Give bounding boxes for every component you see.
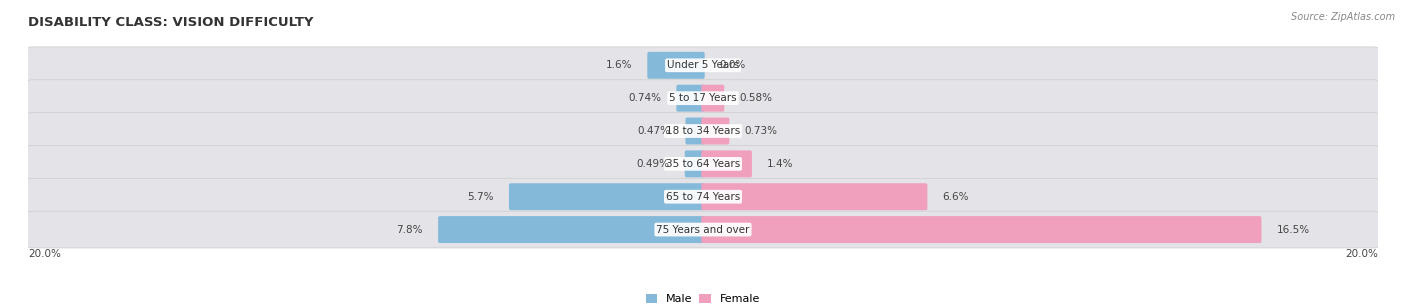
Text: Source: ZipAtlas.com: Source: ZipAtlas.com xyxy=(1291,12,1395,22)
Text: 0.49%: 0.49% xyxy=(637,159,669,169)
FancyBboxPatch shape xyxy=(702,183,928,210)
Text: 5.7%: 5.7% xyxy=(467,192,494,202)
Legend: Male, Female: Male, Female xyxy=(641,290,765,304)
Text: 75 Years and over: 75 Years and over xyxy=(657,225,749,235)
Text: 0.58%: 0.58% xyxy=(740,93,772,103)
FancyBboxPatch shape xyxy=(702,216,1261,243)
Text: 16.5%: 16.5% xyxy=(1277,225,1310,235)
FancyBboxPatch shape xyxy=(676,85,704,112)
Text: 5 to 17 Years: 5 to 17 Years xyxy=(669,93,737,103)
FancyBboxPatch shape xyxy=(702,118,730,144)
FancyBboxPatch shape xyxy=(27,112,1379,149)
Text: Under 5 Years: Under 5 Years xyxy=(666,60,740,70)
Text: 7.8%: 7.8% xyxy=(396,225,423,235)
FancyBboxPatch shape xyxy=(686,118,704,144)
Text: 0.73%: 0.73% xyxy=(745,126,778,136)
Text: 6.6%: 6.6% xyxy=(942,192,969,202)
Text: 35 to 64 Years: 35 to 64 Years xyxy=(666,159,740,169)
Text: 1.4%: 1.4% xyxy=(768,159,793,169)
Text: 0.0%: 0.0% xyxy=(720,60,747,70)
Text: 20.0%: 20.0% xyxy=(28,249,60,259)
Text: 65 to 74 Years: 65 to 74 Years xyxy=(666,192,740,202)
FancyBboxPatch shape xyxy=(647,52,704,79)
FancyBboxPatch shape xyxy=(27,80,1379,116)
FancyBboxPatch shape xyxy=(702,150,752,177)
FancyBboxPatch shape xyxy=(27,47,1379,84)
FancyBboxPatch shape xyxy=(27,178,1379,215)
FancyBboxPatch shape xyxy=(439,216,704,243)
Text: 18 to 34 Years: 18 to 34 Years xyxy=(666,126,740,136)
FancyBboxPatch shape xyxy=(509,183,704,210)
Text: 1.6%: 1.6% xyxy=(606,60,633,70)
FancyBboxPatch shape xyxy=(702,85,724,112)
Text: 0.47%: 0.47% xyxy=(637,126,671,136)
FancyBboxPatch shape xyxy=(27,146,1379,182)
FancyBboxPatch shape xyxy=(685,150,704,177)
Text: 0.74%: 0.74% xyxy=(628,93,661,103)
Text: 20.0%: 20.0% xyxy=(1346,249,1378,259)
Text: DISABILITY CLASS: VISION DIFFICULTY: DISABILITY CLASS: VISION DIFFICULTY xyxy=(28,16,314,29)
FancyBboxPatch shape xyxy=(27,211,1379,248)
